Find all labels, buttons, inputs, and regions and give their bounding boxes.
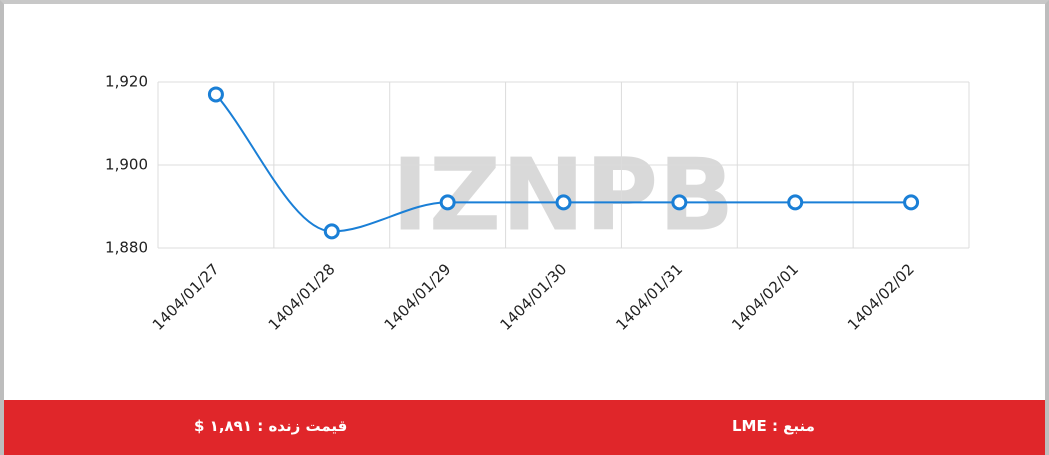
x-tick-label: 1404/02/02 [844,260,918,334]
y-tick-label: 1,900 [105,156,148,174]
y-tick-label: 1,880 [105,239,148,257]
point [787,194,804,211]
live-price: قیمت زنده : ۱,۸۹۱ $ [194,417,348,435]
footer: قیمت زنده : ۱,۸۹۱ $ منبع : LME [4,400,1045,455]
point [671,194,688,211]
x-tick-label: 1404/01/28 [265,260,339,334]
point [323,223,340,240]
x-tick-label: 1404/01/30 [496,260,570,334]
y-tick-label: 1,920 [105,73,148,91]
point [207,86,224,103]
point [555,194,572,211]
x-tick-label: 1404/01/29 [381,260,455,334]
point [903,194,920,211]
x-tick-label: 1404/02/01 [728,260,802,334]
x-tick-label: 1404/01/27 [149,260,223,334]
source: منبع : LME [732,417,815,435]
point [439,194,456,211]
x-tick-label: 1404/01/31 [612,260,686,334]
